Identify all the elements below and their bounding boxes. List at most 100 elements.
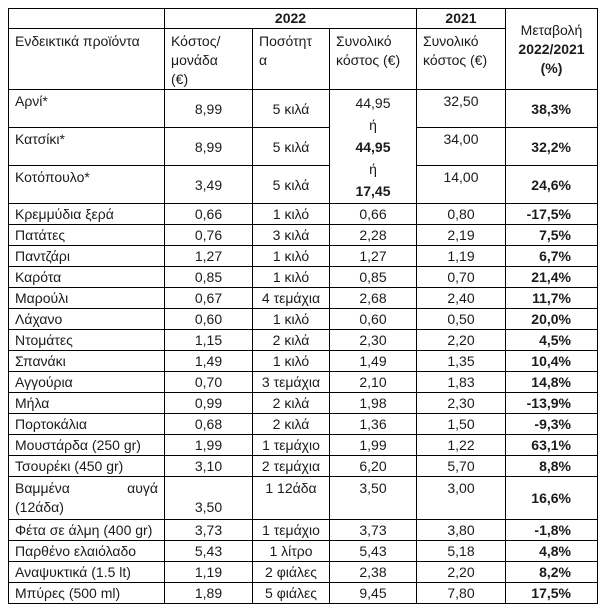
total-cost-2021-cell: 1,83 xyxy=(416,371,506,393)
change-percent-cell: 14,8% xyxy=(505,371,598,393)
product-name-cell: Καρότα xyxy=(8,266,165,288)
product-name-cell: Μήλα xyxy=(8,392,165,414)
quantity-cell: 1 12άδα xyxy=(252,476,330,520)
total-cost-2021-cell: 2,40 xyxy=(416,287,506,309)
change-percent-cell: -9,3% xyxy=(505,413,598,435)
quantity-cell: 1 κιλό xyxy=(252,350,330,372)
change-percent-cell: -1,8% xyxy=(505,519,598,541)
quantity-cell: 4 τεμάχια xyxy=(252,287,330,309)
change-percent-cell: 21,4% xyxy=(505,266,598,288)
unit-cost-cell: 1,27 xyxy=(164,245,253,267)
change-percent-cell: 32,2% xyxy=(505,127,598,166)
total-cost-2021-cell: 1,22 xyxy=(416,434,506,456)
product-name-cell: Κοτόπουλο* xyxy=(8,165,165,204)
total-cost-2021-cell: 14,00 xyxy=(416,165,506,204)
total-cost-2022-cell: 0,60 xyxy=(329,308,417,330)
product-name-cell: Αναψυκτικά (1.5 lt) xyxy=(8,561,165,583)
change-percent-cell: -13,9% xyxy=(505,392,598,414)
quantity-cell: 1 κιλό xyxy=(252,308,330,330)
product-name-cell: Ντομάτες xyxy=(8,329,165,351)
change-percent-cell: 8,8% xyxy=(505,455,598,477)
total-cost-2022-cell: 2,10 xyxy=(329,371,417,393)
table-row: Βαμμένα αυγά (12άδα) 3,50 1 12άδα 3,50 3,00 16,… xyxy=(8,476,598,520)
total-cost-2022-column-header: Συνολικό κόστος (€) xyxy=(329,28,417,90)
total-cost-2021-cell: 1,19 xyxy=(416,245,506,267)
unit-cost-cell: 1,49 xyxy=(164,350,253,372)
table-row: Αρνί* 8,99 5 κιλά 44,95 ή 44,95 ή 17,45 32,50 38,… xyxy=(8,89,598,204)
change-percent-cell: 63,1% xyxy=(505,434,598,456)
table-row: Μαρούλι 0,67 4 τεμάχια 2,68 2,40 11,7% xyxy=(8,287,598,309)
change-header-line1: Μεταβολή xyxy=(520,21,583,38)
total-cost-2022-cell: 2,30 xyxy=(329,329,417,351)
change-percent-cell: 10,4% xyxy=(505,350,598,372)
total-cost-2021-cell: 0,80 xyxy=(416,203,506,225)
quantity-cell: 1 κιλό xyxy=(252,245,330,267)
unit-cost-column-header: Κόστος/ μονάδα (€) xyxy=(164,28,253,90)
total-cost-2021-cell: 2,20 xyxy=(416,329,506,351)
total-cost-2022-cell: 2,28 xyxy=(329,224,417,246)
total-cost-2022-cell: 0,66 xyxy=(329,203,417,225)
product-name-cell: Τσουρέκι (450 gr) xyxy=(8,455,165,477)
merged-total-line: 44,95 xyxy=(355,94,391,111)
total-cost-2021-cell: 3,80 xyxy=(416,519,506,541)
total-cost-2021-column-header: Συνολικό κόστος (€) xyxy=(416,28,506,90)
total-cost-2021-cell: 5,18 xyxy=(416,540,506,562)
table-row: Μήλα 0,99 2 κιλά 1,98 2,30 -13,9% xyxy=(8,392,598,414)
unit-cost-cell: 0,85 xyxy=(164,266,253,288)
unit-cost-cell: 0,70 xyxy=(164,371,253,393)
change-percent-cell: 7,5% xyxy=(505,224,598,246)
quantity-cell: 1 λίτρο xyxy=(252,540,330,562)
product-name-cell: Παντζάρι xyxy=(8,245,165,267)
total-cost-2021-cell: 1,50 xyxy=(416,413,506,435)
total-cost-2022-cell: 5,43 xyxy=(329,540,417,562)
unit-cost-cell: 3,10 xyxy=(164,455,253,477)
change-percent-cell: 24,6% xyxy=(505,165,598,204)
change-percent-cell: 4,5% xyxy=(505,329,598,351)
total-cost-2022-cell: 9,45 xyxy=(329,582,417,604)
total-cost-2021-cell: 5,70 xyxy=(416,455,506,477)
total-cost-2022-cell: 1,36 xyxy=(329,413,417,435)
total-cost-2022-cell: 1,27 xyxy=(329,245,417,267)
change-percent-cell: 11,7% xyxy=(505,287,598,309)
table-body: Αρνί* 8,99 5 κιλά 44,95 ή 44,95 ή 17,45 32,50 38,… xyxy=(8,89,598,604)
unit-cost-cell: 3,73 xyxy=(164,519,253,541)
table-row: Ντομάτες 1,15 2 κιλά 2,30 2,20 4,5% xyxy=(8,329,598,351)
total-cost-2022-cell: 1,99 xyxy=(329,434,417,456)
table-row: Παρθένο ελαιόλαδο 5,43 1 λίτρο 5,43 5,18 4,8% xyxy=(8,540,598,562)
unit-cost-cell: 0,68 xyxy=(164,413,253,435)
unit-cost-cell: 0,66 xyxy=(164,203,253,225)
quantity-cell: 1 τεμάχιο xyxy=(252,519,330,541)
total-cost-2021-cell: 1,35 xyxy=(416,350,506,372)
table-row: Κοτόπουλο* 3,49 5 κιλά 14,00 24,6% xyxy=(8,165,598,204)
total-cost-2022-cell: 0,85 xyxy=(329,266,417,288)
change-percent-cell: 8,2% xyxy=(505,561,598,583)
total-cost-2021-cell: 34,00 xyxy=(416,127,506,166)
product-name-cell: Σπανάκι xyxy=(8,350,165,372)
quantity-cell: 5 κιλά xyxy=(252,165,330,204)
quantity-cell: 1 τεμάχιο xyxy=(252,434,330,456)
unit-cost-cell: 1,89 xyxy=(164,582,253,604)
table-row: Τσουρέκι (450 gr) 3,10 2 τεμάχια 6,20 5,70 8,… xyxy=(8,455,598,477)
table-row: Αγγούρια 0,70 3 τεμάχια 2,10 1,83 14,8% xyxy=(8,371,598,393)
total-cost-2021-cell: 2,30 xyxy=(416,392,506,414)
table-row: Αναψυκτικά (1.5 lt) 1,19 2 φιάλες 2,38 2,20 8… xyxy=(8,561,598,583)
unit-cost-cell: 3,50 xyxy=(164,476,253,520)
change-percent-cell: 16,6% xyxy=(505,476,598,520)
product-name-cell: Φέτα σε άλμη (400 gr) xyxy=(8,519,165,541)
quantity-cell: 5 φιάλες xyxy=(252,582,330,604)
total-cost-2021-cell: 3,00 xyxy=(416,476,506,520)
product-name-cell: Αρνί* xyxy=(8,89,165,128)
change-percent-cell: -17,5% xyxy=(505,203,598,225)
unit-cost-cell: 0,67 xyxy=(164,287,253,309)
merged-total-line: 44,95 xyxy=(355,138,391,155)
unit-cost-cell: 3,49 xyxy=(164,165,253,204)
change-percent-cell: 17,5% xyxy=(505,582,598,604)
total-cost-2021-cell: 32,50 xyxy=(416,89,506,128)
quantity-cell: 2 κιλά xyxy=(252,413,330,435)
unit-cost-cell: 8,99 xyxy=(164,127,253,166)
unit-cost-cell: 0,60 xyxy=(164,308,253,330)
total-cost-2022-cell: 3,50 xyxy=(329,476,417,520)
total-cost-2022-cell: 2,38 xyxy=(329,561,417,583)
table-row: Λάχανο 0,60 1 κιλό 0,60 0,50 20,0% xyxy=(8,308,598,330)
